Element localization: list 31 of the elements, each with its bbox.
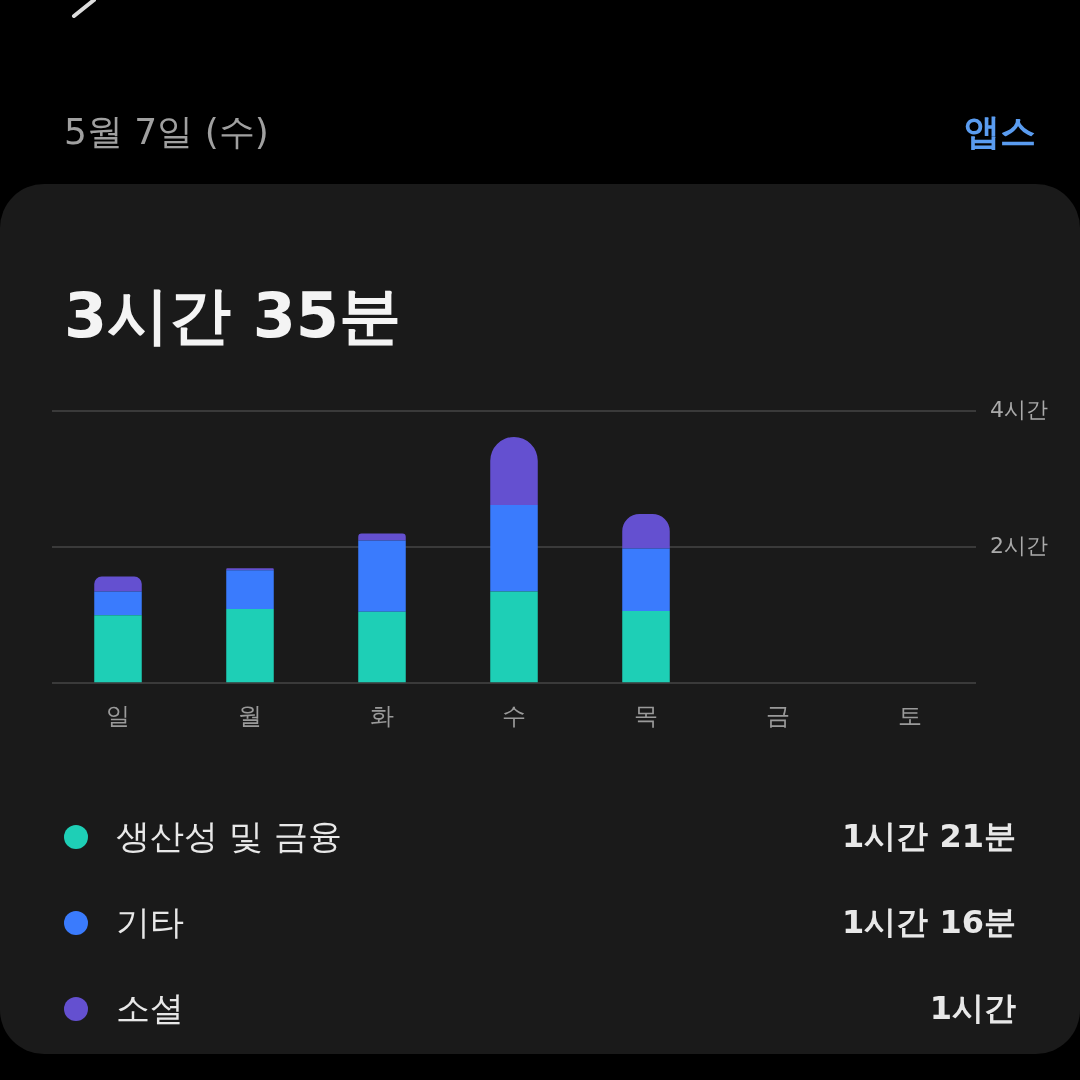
y-tick-label: 2시간 (990, 532, 1048, 558)
bar (622, 611, 670, 683)
bar (358, 540, 406, 612)
x-tick-label: 목 (634, 701, 658, 730)
bar (490, 505, 538, 592)
y-tick-label: 4시간 (990, 396, 1048, 422)
text: 1시간 21분 (842, 816, 1016, 857)
chart-title: 3시간 35분 (64, 278, 402, 354)
legend-label: 생산성 및 금융 (116, 815, 343, 858)
bar (622, 548, 670, 612)
text: 1시간 (929, 988, 1016, 1029)
text: 1시간 16분 (842, 902, 1016, 943)
bar (358, 533, 406, 541)
bar (94, 576, 142, 592)
x-tick-label: 일 (106, 701, 130, 730)
text: 앱스 (964, 110, 1036, 154)
chart-subtitle: 5월 7일 (수) (64, 110, 269, 154)
x-tick-label: 화 (370, 701, 394, 730)
x-tick-label: 수 (502, 701, 526, 730)
legend-label: 기타 (116, 901, 185, 944)
bar (358, 611, 406, 683)
x-tick-label: 토 (898, 701, 922, 730)
bar (226, 568, 274, 571)
legend-label: 소셜 (116, 987, 185, 1030)
bar (94, 591, 142, 616)
bar (490, 591, 538, 683)
bar (226, 570, 274, 610)
bar (226, 609, 274, 683)
x-tick-label: 금 (766, 701, 790, 730)
bar (94, 615, 142, 683)
x-tick-label: 월 (238, 701, 262, 730)
